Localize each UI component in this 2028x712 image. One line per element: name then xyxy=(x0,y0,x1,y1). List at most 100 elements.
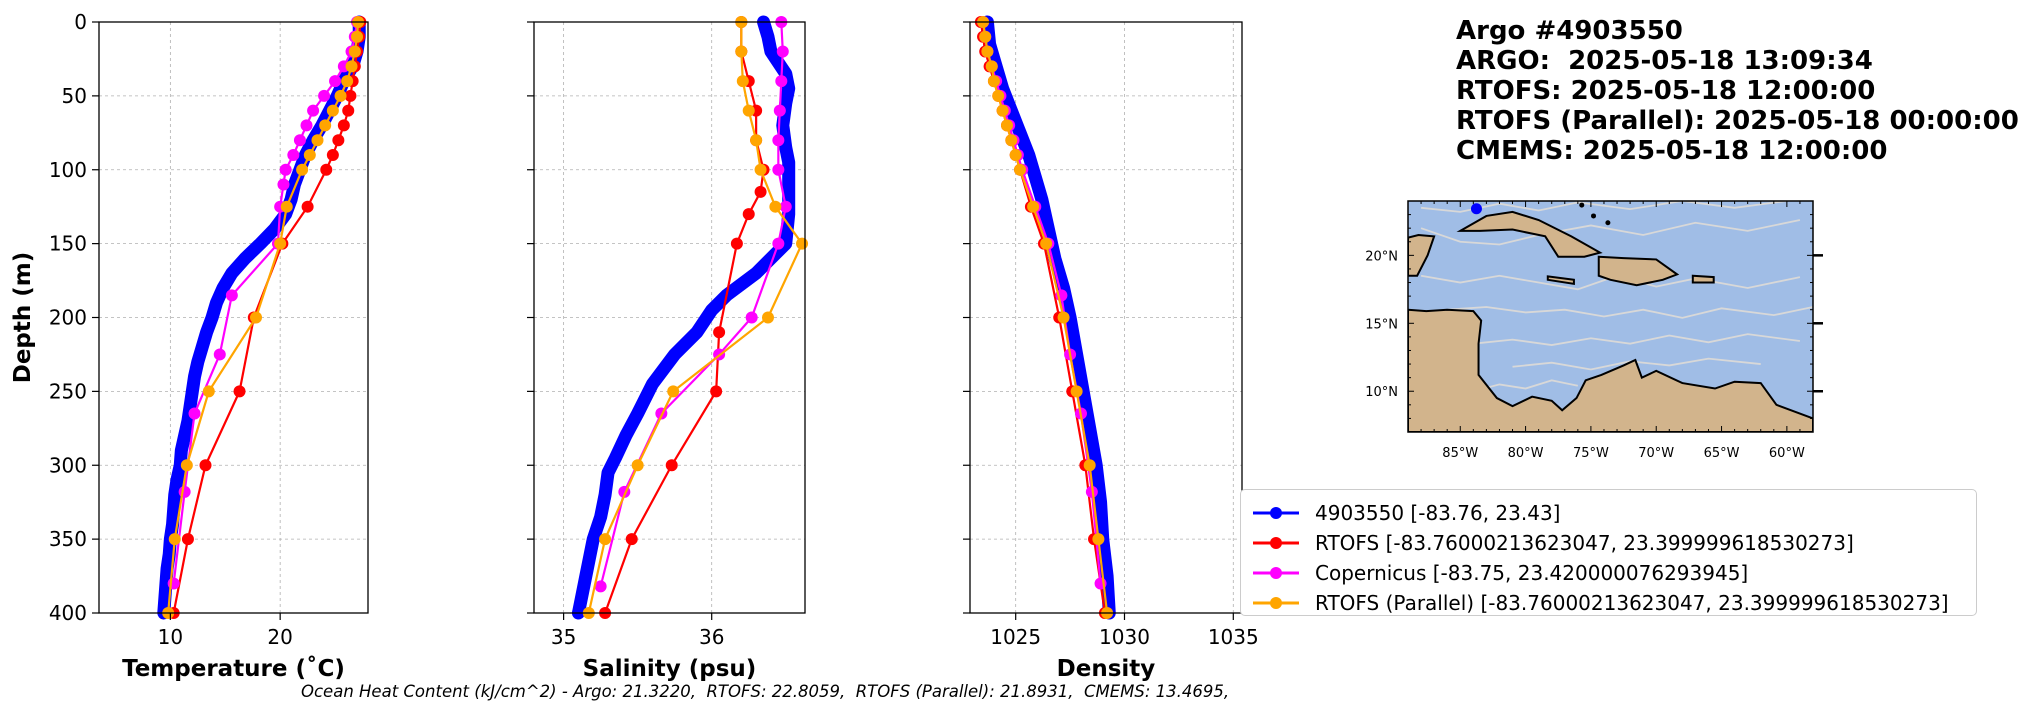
map-inner xyxy=(1408,184,1813,432)
legend-swatch-rtofs xyxy=(1253,537,1299,549)
series-point-3 xyxy=(1057,311,1070,324)
map-lon-label: 80°W xyxy=(1508,446,1544,461)
series-point-1 xyxy=(665,459,678,472)
series-point-3 xyxy=(631,459,644,472)
land-mass xyxy=(1408,308,1813,432)
series-point-2 xyxy=(293,134,306,147)
series-point-3 xyxy=(326,104,339,117)
series-point-1 xyxy=(710,385,723,398)
series-point-2 xyxy=(329,75,342,88)
legend-swatch-copernicus xyxy=(1253,567,1299,579)
series-point-2 xyxy=(772,163,785,176)
panel-1: 35 36 Salinity (psu) xyxy=(527,15,809,682)
legend-item-rtofs-parallel: RTOFS (Parallel) [-83.76000213623047, 23… xyxy=(1251,588,1949,618)
series-point-3 xyxy=(345,60,358,73)
x-tick-label: 36 xyxy=(699,625,724,649)
land-mass xyxy=(1408,233,1436,277)
current-streamline xyxy=(1473,333,1801,346)
legend-marker xyxy=(1270,567,1282,579)
map-lat-label: 15°N xyxy=(1365,317,1398,332)
series-point-3 xyxy=(341,75,354,88)
series-point-2 xyxy=(279,163,292,176)
series-point-2 xyxy=(318,89,331,102)
series-point-3 xyxy=(667,385,680,398)
legend-swatch-argo xyxy=(1253,507,1299,519)
series-point-3 xyxy=(274,237,287,250)
legend-marker xyxy=(1270,507,1282,519)
series-point-3 xyxy=(1005,134,1018,147)
island-dot xyxy=(1605,220,1611,226)
map-lat-label: 20°N xyxy=(1365,249,1398,264)
series-point-1 xyxy=(199,459,212,472)
y-tick-label: 200 xyxy=(49,306,87,330)
series-point-1 xyxy=(181,533,194,546)
series-point-3 xyxy=(1040,237,1053,250)
series-point-2 xyxy=(188,407,201,420)
series-point-3 xyxy=(1083,459,1096,472)
series-point-2 xyxy=(772,237,785,250)
title-line-cmems-time: CMEMS: 2025-05-18 12:00:00 xyxy=(1456,136,1888,166)
y-tick-label: 50 xyxy=(62,84,87,108)
land-mass xyxy=(1691,274,1715,284)
series-point-3 xyxy=(1000,119,1013,132)
x-tick-label: 1035 xyxy=(1208,625,1259,649)
x-axis-label: Density xyxy=(1057,656,1156,682)
x-tick-label: 1030 xyxy=(1099,625,1150,649)
series-point-3 xyxy=(1014,163,1027,176)
series-point-1 xyxy=(301,200,314,213)
series-point-3 xyxy=(296,163,309,176)
series-point-2 xyxy=(773,104,786,117)
series-point-3 xyxy=(1070,385,1083,398)
legend-label-rtofs: RTOFS [-83.76000213623047, 23.3999996185… xyxy=(1315,531,1854,555)
series-point-1 xyxy=(326,148,339,161)
series-point-2 xyxy=(213,348,226,361)
series-point-2 xyxy=(594,580,607,593)
series-point-3 xyxy=(334,89,347,102)
series-point-3 xyxy=(761,311,774,324)
figure-title: Argo #4903550 ARGO: 2025-05-18 13:09:34 … xyxy=(1456,16,2019,166)
title-line-float: Argo #4903550 xyxy=(1456,16,1683,46)
legend-item-argo: 4903550 [-83.76, 23.43] xyxy=(1251,498,1560,528)
legend-label-argo: 4903550 [-83.76, 23.43] xyxy=(1315,501,1561,525)
map-frame xyxy=(1407,200,1814,433)
series-point-2 xyxy=(776,45,789,58)
legend-item-copernicus: Copernicus [-83.75, 23.420000076293945] xyxy=(1251,558,1748,588)
series-point-3 xyxy=(742,104,755,117)
y-tick-label: 250 xyxy=(49,379,87,403)
y-tick-label: 100 xyxy=(49,158,87,182)
y-tick-label: 0 xyxy=(74,10,87,34)
series-point-3 xyxy=(303,148,316,161)
legend-marker xyxy=(1270,537,1282,549)
x-tick-label: 1025 xyxy=(990,625,1041,649)
series-point-2 xyxy=(225,289,238,302)
land-mass xyxy=(1597,255,1680,287)
series-point-2 xyxy=(745,311,758,324)
legend-marker xyxy=(1270,597,1282,609)
series-point-3 xyxy=(319,119,332,132)
map-lon-label: 60°W xyxy=(1769,446,1805,461)
legend-item-rtofs: RTOFS [-83.76000213623047, 23.3999996185… xyxy=(1251,528,1854,558)
current-streamline xyxy=(1420,274,1801,291)
series-point-2 xyxy=(307,104,320,117)
series-point-1 xyxy=(233,385,246,398)
series-point-3 xyxy=(250,311,263,324)
title-line-rtofs-parallel-time: RTOFS (Parallel): 2025-05-18 00:00:00 xyxy=(1456,106,2019,136)
ohc-footer: Ocean Heat Content (kJ/cm^2) - Argo: 21.… xyxy=(301,682,1230,701)
series-point-1 xyxy=(320,163,333,176)
series-point-2 xyxy=(779,200,792,213)
island-dot xyxy=(1566,190,1571,195)
title-line-argo-time: ARGO: 2025-05-18 13:09:34 xyxy=(1456,46,1873,76)
series-point-1 xyxy=(625,533,638,546)
series-point-3 xyxy=(754,163,767,176)
series-point-1 xyxy=(730,237,743,250)
series-point-3 xyxy=(796,237,809,250)
series-point-3 xyxy=(280,200,293,213)
island-dot xyxy=(1547,184,1552,189)
series-point-1 xyxy=(344,89,357,102)
legend-label-copernicus: Copernicus [-83.75, 23.420000076293945] xyxy=(1315,561,1749,585)
float-location-marker xyxy=(1470,203,1482,215)
series-point-3 xyxy=(1092,533,1105,546)
series-point-3 xyxy=(1027,200,1040,213)
title-line-rtofs-time: RTOFS: 2025-05-18 12:00:00 xyxy=(1456,76,1876,106)
